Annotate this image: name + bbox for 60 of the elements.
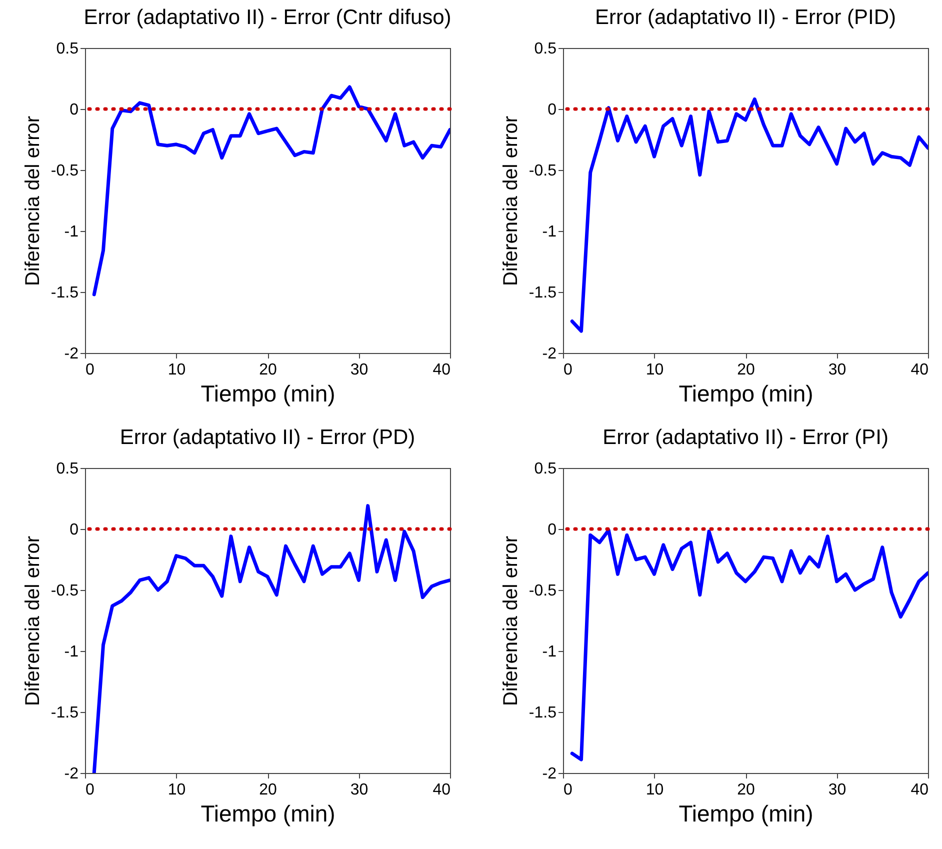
y-tick-label: -1 bbox=[542, 644, 557, 660]
x-axis-title: Tiempo (min) bbox=[678, 380, 814, 406]
x-tick-label: 20 bbox=[737, 782, 755, 798]
y-tick-label: 0.5 bbox=[56, 460, 79, 478]
chart-title: Error (adaptativo II) - Error (PID) bbox=[594, 6, 896, 29]
x-tick-label: 40 bbox=[432, 362, 451, 378]
y-axis-title: Diferencia del error bbox=[500, 536, 522, 706]
y-tick-label: 0.5 bbox=[534, 460, 557, 478]
y-tick-label: -1.5 bbox=[50, 284, 79, 302]
y-tick-label: 0 bbox=[548, 102, 557, 118]
chart-title: Error (adaptativo II) - Error (PI) bbox=[602, 426, 888, 449]
x-tick-label: 10 bbox=[646, 362, 664, 378]
y-tick-label: 0.5 bbox=[534, 40, 557, 58]
y-tick-label: 0.5 bbox=[56, 40, 79, 58]
x-tick-label: 10 bbox=[168, 362, 186, 378]
x-tick-label: 0 bbox=[564, 362, 572, 378]
y-tick-label: -2 bbox=[64, 766, 79, 782]
y-tick-label: -2 bbox=[64, 346, 79, 362]
x-tick-label: 40 bbox=[910, 782, 929, 798]
y-tick-label: 0 bbox=[70, 522, 79, 538]
x-tick-label: 10 bbox=[646, 782, 664, 798]
x-axis-title: Tiempo (min) bbox=[678, 800, 814, 826]
x-tick-label: 20 bbox=[259, 362, 277, 378]
x-tick-label: 0 bbox=[86, 362, 94, 378]
y-tick-label: -1 bbox=[64, 644, 79, 660]
y-tick-label: -0.5 bbox=[528, 162, 557, 180]
y-tick-label: -0.5 bbox=[528, 582, 557, 600]
y-tick-label: 0 bbox=[548, 522, 557, 538]
y-tick-label: -0.5 bbox=[50, 582, 79, 600]
line-series bbox=[570, 528, 928, 762]
line-series bbox=[92, 504, 450, 773]
x-tick-label: 20 bbox=[737, 362, 755, 378]
x-tick-label: 40 bbox=[432, 782, 451, 798]
y-tick-label: -1.5 bbox=[528, 284, 557, 302]
y-tick-label: -0.5 bbox=[50, 162, 79, 180]
y-tick-label: -1 bbox=[542, 224, 557, 240]
chart-title: Error (adaptativo II) - Error (PD) bbox=[120, 426, 416, 449]
x-axis-title: Tiempo (min) bbox=[200, 800, 336, 826]
x-tick-label: 0 bbox=[86, 782, 94, 798]
y-axis-title: Diferencia del error bbox=[22, 536, 44, 706]
x-axis-title: Tiempo (min) bbox=[200, 380, 336, 406]
y-tick-label: -1.5 bbox=[50, 704, 79, 722]
y-axis-title: Diferencia del error bbox=[22, 116, 44, 286]
x-tick-label: 30 bbox=[828, 362, 846, 378]
x-tick-label: 40 bbox=[910, 362, 929, 378]
line-series bbox=[570, 97, 928, 333]
line-series bbox=[92, 85, 450, 296]
y-tick-label: -1 bbox=[64, 224, 79, 240]
y-axis-title: Diferencia del error bbox=[500, 116, 522, 286]
x-tick-label: 20 bbox=[259, 782, 277, 798]
y-tick-label: -2 bbox=[542, 346, 557, 362]
x-tick-label: 10 bbox=[168, 782, 186, 798]
y-tick-label: -1.5 bbox=[528, 704, 557, 722]
x-tick-label: 30 bbox=[828, 782, 846, 798]
x-tick-label: 0 bbox=[564, 782, 572, 798]
x-tick-label: 30 bbox=[350, 362, 368, 378]
x-tick-label: 30 bbox=[350, 782, 368, 798]
chart-title: Error (adaptativo II) - Error (Cntr difuso) bbox=[84, 6, 452, 29]
y-tick-label: -2 bbox=[542, 766, 557, 782]
y-tick-label: 0 bbox=[70, 102, 79, 118]
